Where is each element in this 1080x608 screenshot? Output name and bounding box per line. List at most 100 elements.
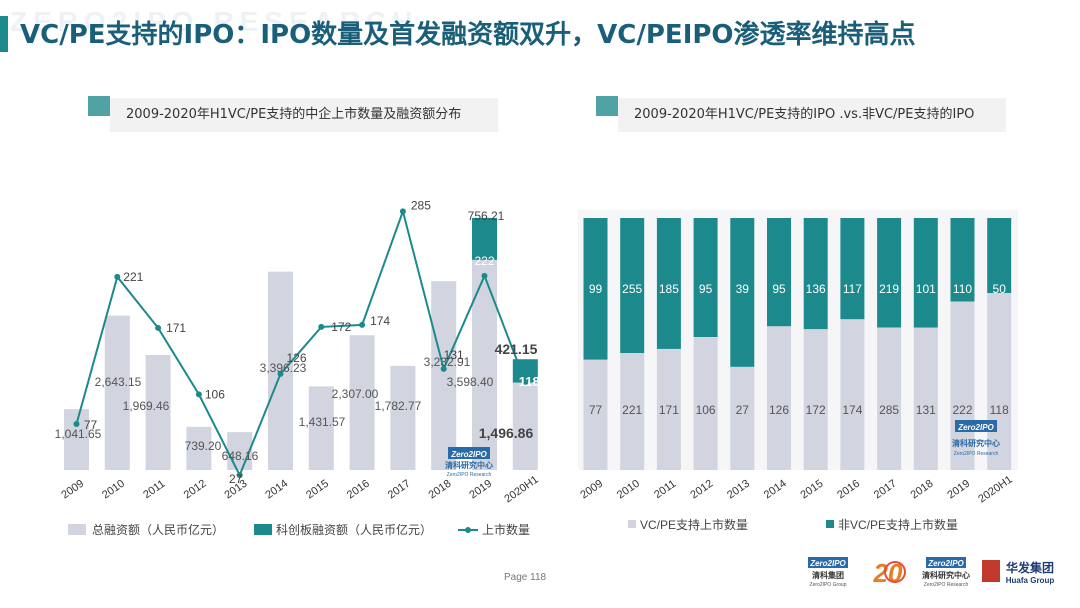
- x-tick-label: 2016: [835, 478, 862, 502]
- non-vcpe-label: 50: [993, 282, 1007, 296]
- legend-label: 科创板融资额（人民币亿元）: [276, 522, 432, 537]
- non-vcpe-label: 99: [589, 282, 603, 296]
- total-financing-bar: [227, 432, 253, 470]
- logo-sub: Zero2IPO Research: [954, 451, 999, 457]
- vcpe-bar: [693, 337, 718, 470]
- ipo-count-label: 222: [474, 254, 494, 268]
- non-vcpe-label: 117: [843, 282, 862, 296]
- footer-logo-name: 清科研究中心: [922, 570, 970, 580]
- non-vcpe-bar: [877, 218, 902, 328]
- vcpe-bar: [913, 327, 938, 470]
- footer-logo-name: 清科集团: [812, 570, 844, 580]
- non-vcpe-label: 95: [699, 282, 713, 296]
- non-vcpe-bar: [583, 218, 608, 360]
- x-tick-label: 2019: [467, 478, 494, 502]
- total-financing-label: 648.16: [222, 449, 259, 463]
- ipo-count-label: 126: [286, 351, 306, 365]
- page-label: Page: [504, 572, 528, 583]
- logo-badge: [448, 447, 490, 459]
- vcpe-bar: [950, 301, 975, 470]
- vcpe-label: 222: [952, 403, 972, 417]
- vcpe-bar: [987, 293, 1012, 470]
- non-vcpe-bar: [987, 218, 1012, 293]
- total-financing-bar: [268, 271, 293, 470]
- non-vcpe-bar: [913, 218, 938, 328]
- ipo-count-point: [481, 272, 488, 279]
- x-tick-label: 2014: [263, 478, 290, 502]
- total-financing-label: 3,598.40: [447, 375, 494, 389]
- x-tick-label: 2015: [304, 478, 331, 502]
- x-tick-label: 2011: [652, 478, 678, 501]
- ipo-count-label: 285: [411, 198, 431, 212]
- ipo-count-label: 174: [370, 314, 390, 328]
- ipo-count-point: [73, 421, 80, 428]
- non-vcpe-bar: [950, 218, 975, 302]
- ipo-count-label: 106: [205, 387, 225, 401]
- ipo-count-point: [195, 391, 202, 398]
- watermark: ZERO2IPO RESEARCH: [10, 6, 419, 37]
- x-tick-label: 2015: [799, 478, 826, 502]
- total-financing-label: 1,431.57: [299, 415, 346, 429]
- footer-logo-name: Huafa Group: [1006, 576, 1055, 585]
- footer-logo-sub: Zero2IPO Group: [810, 582, 847, 588]
- footer-logo-badge: [926, 557, 966, 568]
- non-vcpe-bar: [693, 218, 718, 338]
- total-financing-label: 2,307.00: [332, 387, 379, 401]
- logo-sub: Zero2IPO Research: [447, 472, 492, 478]
- total-financing-bar: [145, 354, 171, 470]
- vcpe-label: 131: [916, 403, 936, 417]
- non-vcpe-label: 185: [659, 282, 679, 296]
- non-vcpe-label: 255: [622, 282, 642, 296]
- x-tick-label: 2014: [762, 478, 789, 502]
- right-plot-bg: [578, 210, 1018, 470]
- legend-label: 非VC/PE支持上市数量: [838, 517, 958, 532]
- ipo-count-label: 27: [229, 472, 243, 486]
- total-financing-bar: [104, 315, 130, 470]
- ipo-count-label: 77: [84, 418, 98, 432]
- left-chart-title: 2009-2020年H1VC/PE支持的中企上市数量及融资额分布: [110, 98, 498, 132]
- ipo-count-point: [236, 472, 243, 479]
- footer-logo-huafa-mark: [982, 560, 1000, 582]
- non-vcpe-bar: [656, 218, 681, 349]
- x-tick-label: 2020H1: [976, 474, 1014, 506]
- x-tick-label: 2010: [100, 478, 127, 502]
- non-vcpe-bar: [730, 218, 755, 367]
- x-tick-label: 2012: [688, 478, 715, 502]
- star-market-label: 421.15: [495, 341, 538, 357]
- ipo-count-point: [359, 321, 366, 328]
- legend-swatch-vcpe: [628, 520, 636, 528]
- non-vcpe-label: 136: [806, 282, 826, 296]
- ipo-count-point: [155, 324, 162, 331]
- non-vcpe-label: 110: [953, 282, 972, 296]
- footer-logo-brand: Zero2IPO: [927, 559, 964, 568]
- ipo-count-label: 118: [519, 374, 540, 389]
- page-value: 118: [530, 572, 547, 583]
- star-market-bar: [472, 217, 497, 260]
- non-vcpe-bar: [767, 218, 791, 327]
- slide-title: VC/PE支持的IPO：IPO数量及首发融资额双升，VC/PEIPO渗透率维持高…: [20, 20, 916, 50]
- logo-name: 清科研究中心: [952, 438, 1000, 448]
- total-financing-label: 3,232.91: [424, 355, 471, 369]
- logo-brand: Zero2IPO: [450, 450, 487, 459]
- non-vcpe-bar: [840, 218, 865, 320]
- non-vcpe-label: 95: [772, 282, 786, 296]
- vcpe-bar: [767, 326, 791, 470]
- non-vcpe-label: 39: [736, 282, 750, 296]
- total-financing-label: 739.20: [185, 439, 222, 453]
- logo-name: 清科研究中心: [445, 460, 493, 470]
- vcpe-label: 27: [736, 403, 750, 417]
- total-financing-label: 1,782.77: [375, 399, 422, 413]
- x-tick-label: 2009: [578, 478, 605, 502]
- vcpe-bar: [803, 329, 828, 470]
- vcpe-label: 221: [622, 403, 642, 417]
- vcpe-label: 106: [696, 403, 716, 417]
- legend-swatch-point: [465, 527, 471, 533]
- x-tick-label: 2017: [386, 478, 413, 502]
- vcpe-bar: [730, 366, 755, 470]
- x-tick-label: 2019: [945, 478, 972, 502]
- ipo-count-point: [114, 273, 121, 280]
- star-market-label: 756.21: [468, 209, 505, 223]
- total-financing-bar: [308, 386, 334, 470]
- x-tick-label: 2013: [725, 478, 752, 502]
